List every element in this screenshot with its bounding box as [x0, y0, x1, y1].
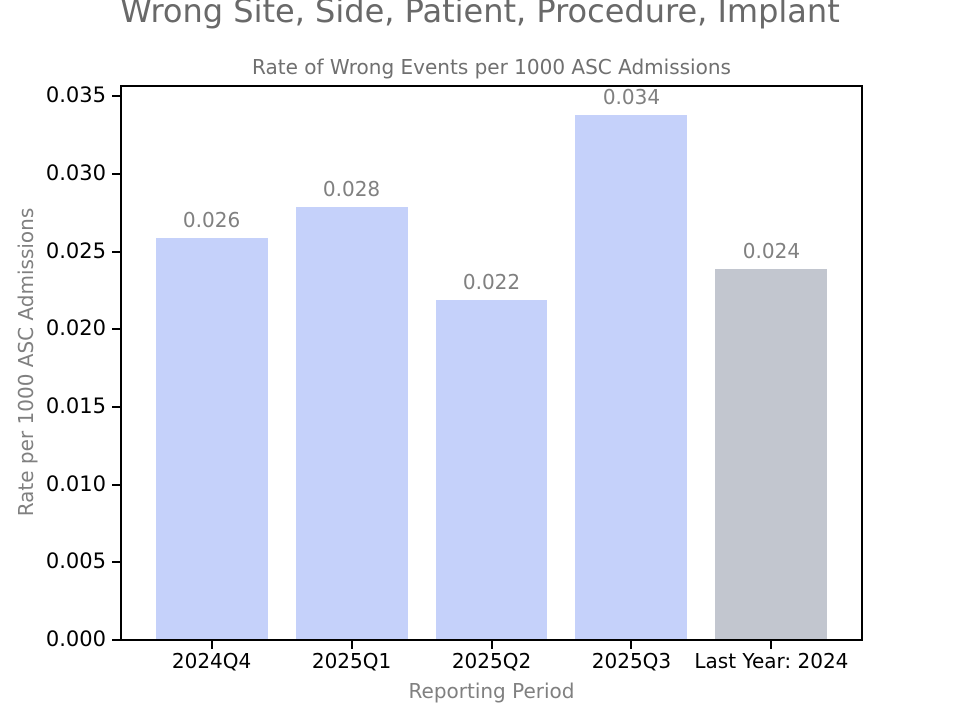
x-tick-label: 2025Q1 [311, 649, 392, 673]
bar-value-label: 0.026 [182, 208, 241, 233]
y-tick-label: 0.005 [45, 549, 106, 574]
y-tick-mark [112, 561, 120, 564]
x-tick-mark [490, 641, 493, 649]
bar-value-label: 0.024 [742, 238, 801, 263]
bar-2025Q2 [435, 299, 548, 639]
y-tick-label: 0.010 [45, 471, 106, 496]
y-tick-label: 0.015 [45, 394, 106, 419]
x-tick-mark [350, 641, 353, 649]
chart-subtitle: Rate of Wrong Events per 1000 ASC Admiss… [252, 55, 731, 79]
y-tick-mark [112, 250, 120, 253]
y-tick-mark [112, 95, 120, 98]
bar-2025Q1 [295, 207, 408, 639]
y-tick-label: 0.020 [45, 316, 106, 341]
x-tick-mark [630, 641, 633, 649]
x-tick-label: Last Year: 2024 [694, 649, 849, 673]
bar-value-label: 0.034 [602, 84, 661, 109]
y-tick-mark [112, 173, 120, 176]
y-tick-mark [112, 406, 120, 409]
bar-Last Year: 2024 [715, 268, 828, 639]
x-tick-mark [210, 641, 213, 649]
chart-title: Wrong Site, Side, Patient, Procedure, Im… [120, 0, 840, 30]
y-tick-label: 0.035 [45, 83, 106, 108]
bar-value-label: 0.028 [322, 177, 381, 202]
y-tick-mark [112, 328, 120, 331]
y-axis-label-text: Rate per 1000 ASC Admissions [14, 207, 38, 517]
x-axis-label: Reporting Period [408, 679, 575, 703]
x-tick-label: 2025Q3 [591, 649, 672, 673]
bar-2025Q3 [575, 114, 688, 639]
x-tick-mark [770, 641, 773, 649]
plot-area: 0.026 0.028 0.022 0.034 0.024 [120, 85, 863, 641]
bar-2024Q4 [155, 238, 268, 639]
y-tick-label: 0.030 [45, 161, 106, 186]
y-tick-mark [112, 483, 120, 486]
y-tick-label: 0.025 [45, 238, 106, 263]
x-tick-label: 2024Q4 [171, 649, 252, 673]
y-tick-mark [112, 639, 120, 641]
x-tick-label: 2025Q2 [451, 649, 532, 673]
y-tick-label: 0.000 [45, 627, 106, 651]
bar-value-label: 0.022 [462, 269, 521, 294]
